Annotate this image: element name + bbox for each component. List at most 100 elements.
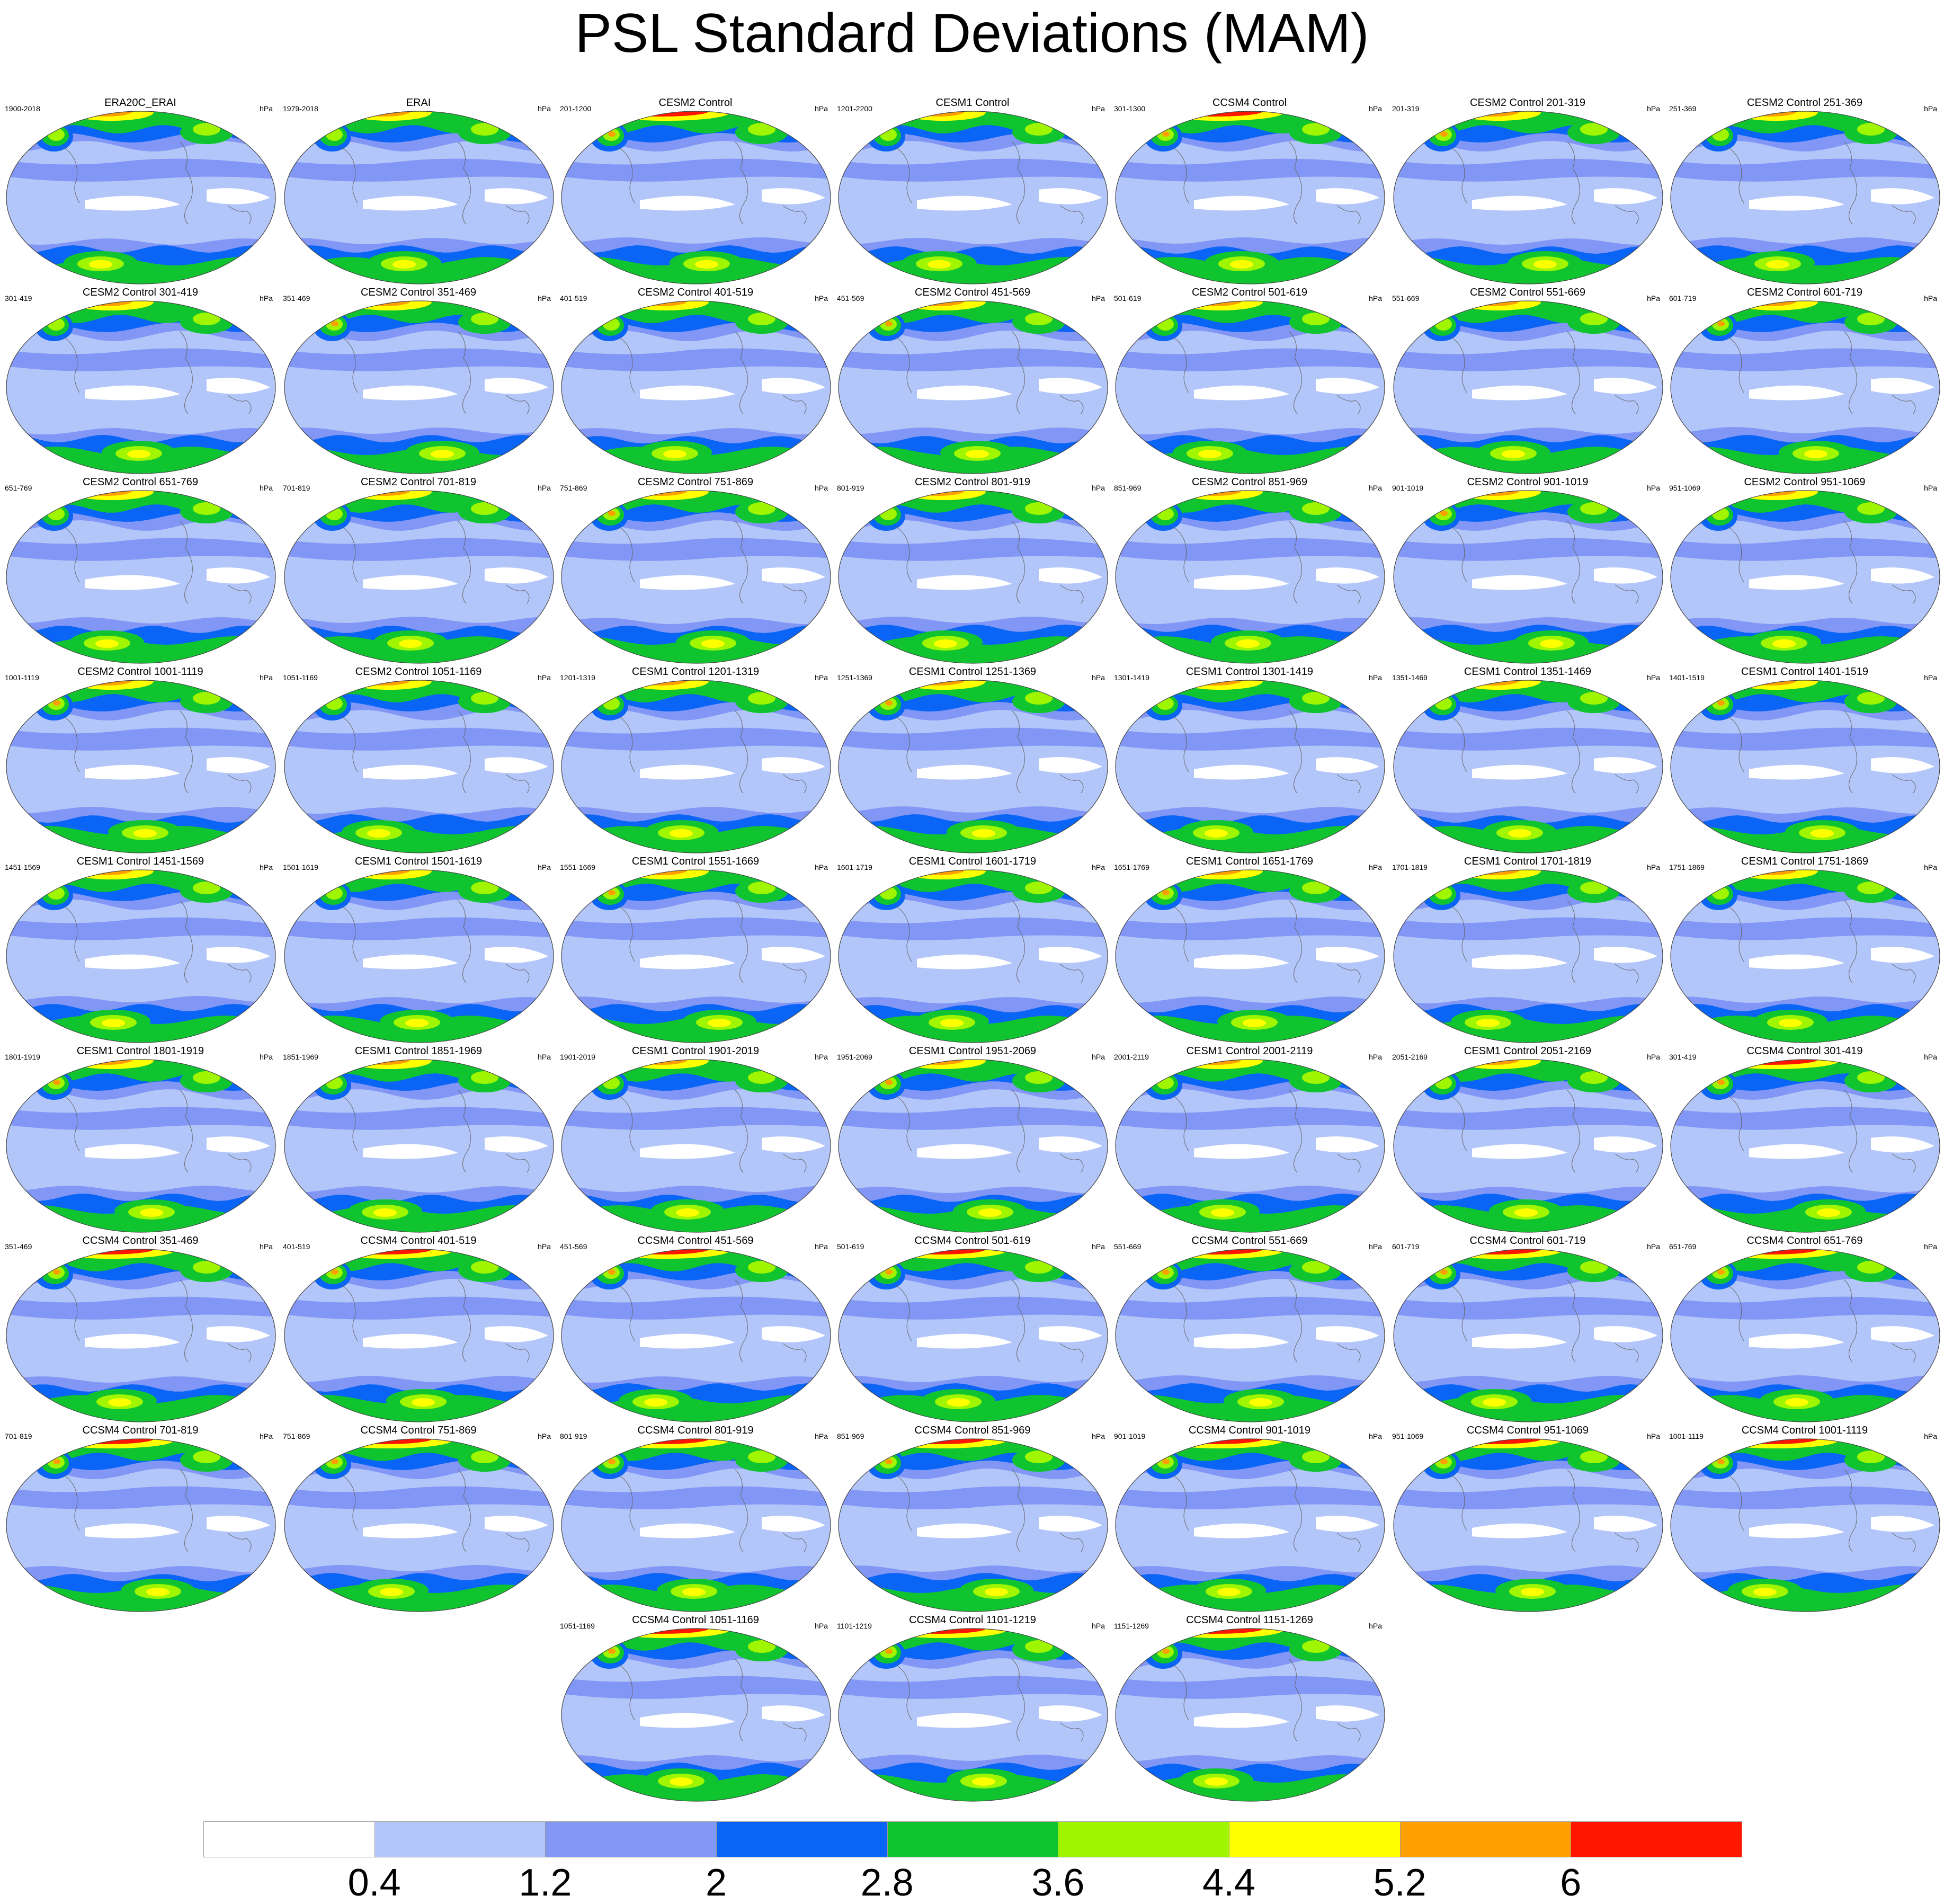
field-south-max — [405, 1019, 429, 1027]
field-aleutian-low — [53, 1459, 60, 1464]
panel-units: hPa — [260, 863, 273, 871]
coastline — [895, 526, 912, 583]
field-mid-band — [1116, 158, 1385, 182]
panel-units: hPa — [1647, 484, 1660, 492]
field-mid-band — [1671, 1107, 1940, 1130]
field-low-patch — [485, 378, 548, 394]
panel-title: CCSM4 Control 851-969 — [914, 1425, 1031, 1436]
map-outline — [1670, 1438, 1940, 1612]
map-projection — [6, 300, 276, 474]
field-low-patch — [1316, 378, 1379, 394]
field-aleutian-low — [1717, 700, 1725, 706]
field-mid-band — [1116, 1296, 1385, 1320]
panel-title: CESM2 Control 901-1019 — [1467, 476, 1589, 488]
field-low-patch — [363, 1333, 458, 1349]
field-atlantic-track — [1580, 1071, 1608, 1084]
map-panel: CCSM4 Control 901-1019 901-1019 hPa — [1112, 1424, 1387, 1614]
coastline — [782, 774, 807, 794]
field-aleutian-low — [1712, 508, 1729, 520]
map-outline — [1393, 300, 1663, 474]
field-low-patch — [762, 1136, 825, 1153]
panel-units: hPa — [538, 1242, 551, 1251]
field-low-patch — [207, 1136, 270, 1153]
panel-title: CESM2 Control 251-369 — [1747, 97, 1862, 109]
coastline — [735, 900, 748, 983]
coastline — [735, 331, 748, 414]
field-south-max — [966, 450, 989, 458]
map-projection — [1115, 1628, 1385, 1802]
map-outline — [1393, 490, 1663, 664]
field-low-patch — [1316, 1136, 1379, 1153]
field-low-patch — [762, 1326, 825, 1342]
coastline — [227, 1343, 252, 1363]
field-mid-band — [6, 1107, 275, 1130]
field-low-patch — [1316, 757, 1379, 773]
field-aleutian-low — [1712, 887, 1729, 900]
map-projection — [1670, 111, 1940, 284]
map-panel: CESM2 Control 551-669 551-669 hPa — [1390, 286, 1665, 476]
panel-title: CESM2 Control 551-669 — [1470, 287, 1585, 298]
coastline — [505, 205, 530, 225]
panel-years: 301-419 — [1669, 1053, 1697, 1061]
panel-years: 1201-2200 — [837, 104, 872, 113]
field-mid-band — [1394, 917, 1663, 940]
coastline — [618, 147, 635, 203]
coastline — [1615, 1153, 1639, 1173]
panel-units: hPa — [538, 104, 551, 113]
coastline — [1450, 526, 1467, 583]
panel-years: 601-719 — [1669, 294, 1697, 302]
coastline — [1289, 521, 1302, 604]
field-mid-band — [1671, 538, 1940, 561]
panel-title: CESM2 Control 851-969 — [1192, 476, 1307, 488]
panel-years: 1101-1219 — [837, 1622, 872, 1630]
panel-units: hPa — [1092, 104, 1105, 113]
field-low-patch — [1871, 1516, 1934, 1532]
coastline — [341, 147, 358, 203]
field-low-patch — [85, 1523, 180, 1538]
coastline — [1844, 141, 1857, 225]
field-south-max — [146, 1588, 170, 1596]
coastline — [1567, 521, 1580, 604]
coastline — [1892, 205, 1916, 225]
coastline — [782, 1722, 807, 1742]
field-atlantic-track — [193, 1071, 220, 1084]
panel-years: 951-1069 — [1669, 484, 1701, 492]
coastline — [458, 331, 471, 414]
coastline — [735, 521, 748, 604]
map-panel: CESM2 Control 701-819 701-819 hPa — [281, 476, 556, 665]
colorbar-tick-label: 5.2 — [1373, 1862, 1426, 1904]
panel-years: 1051-1169 — [283, 673, 318, 682]
field-low-patch — [363, 195, 458, 211]
map-projection — [838, 869, 1108, 1043]
map-panel: CCSM4 Control 601-719 601-719 hPa — [1390, 1234, 1665, 1424]
panel-title: CESM2 Control 801-919 — [915, 476, 1030, 488]
field-south-max — [663, 450, 686, 458]
panel-units: hPa — [1647, 673, 1660, 682]
field-aleutian-low — [1440, 1459, 1448, 1464]
coastline — [618, 1285, 635, 1341]
field-aleutian-low — [1717, 1459, 1725, 1464]
field-atlantic-track — [193, 692, 220, 705]
coastline — [458, 521, 471, 604]
coastline — [1012, 1279, 1025, 1363]
field-low-patch — [207, 378, 270, 394]
map-panel: CESM1 Control 2001-2119 2001-2119 hPa — [1112, 1045, 1387, 1234]
coastline — [341, 716, 358, 772]
panel-years: 1651-1769 — [1114, 863, 1149, 871]
panel-title: ERAI — [406, 97, 431, 109]
field-mid-band — [1394, 727, 1663, 751]
coastline — [1450, 336, 1467, 393]
field-low-patch — [485, 567, 548, 584]
coastline — [1012, 141, 1025, 225]
map-panel: CESM2 Control 201-1200 hPa — [558, 96, 833, 286]
field-south-max — [1766, 260, 1789, 269]
coastline — [1727, 1095, 1744, 1152]
field-low-patch — [1749, 1523, 1844, 1538]
map-outline — [561, 300, 831, 474]
coastline — [735, 1659, 748, 1742]
field-low-patch — [1039, 1136, 1102, 1153]
colorbar-box — [374, 1821, 546, 1857]
coastline — [1567, 1090, 1580, 1173]
field-atlantic-track — [1302, 502, 1330, 515]
field-south-max — [1514, 1208, 1538, 1217]
